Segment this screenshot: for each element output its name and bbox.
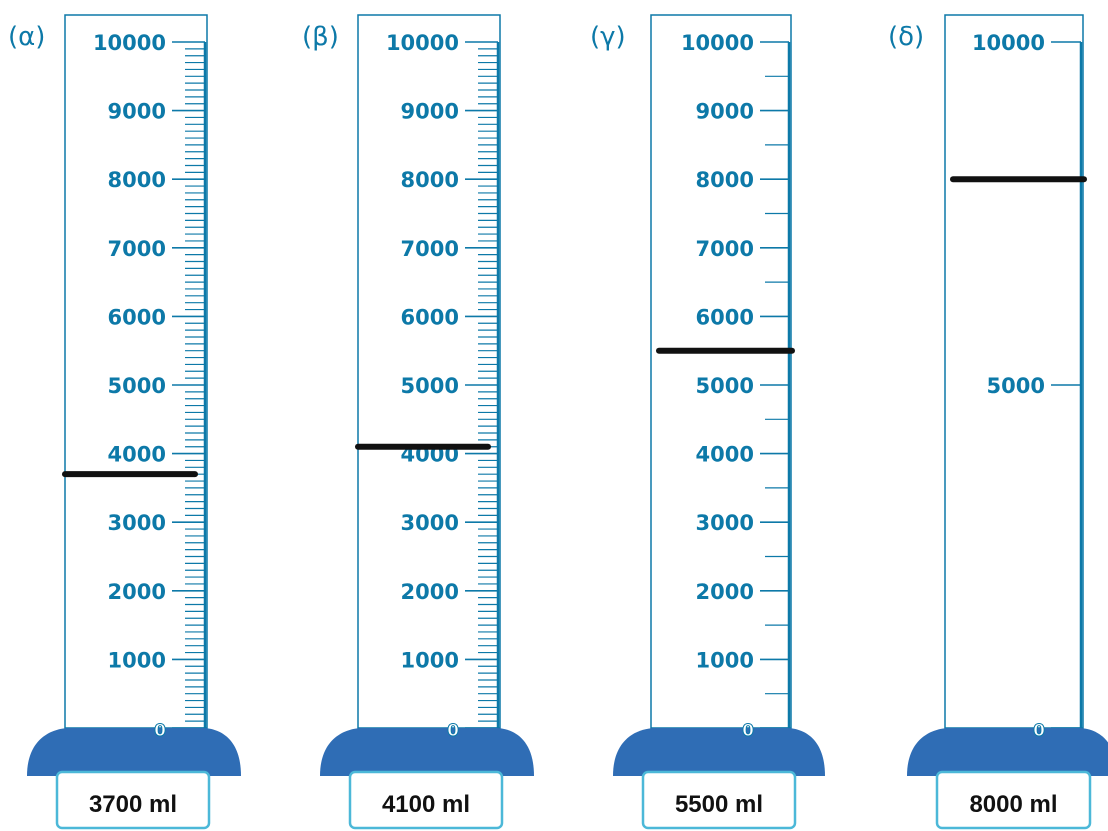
panel-label: (γ)	[590, 22, 626, 52]
tick-label: 5000	[108, 374, 166, 398]
cylinder-delta: (δ) 5000 10000 0 8000 ml	[888, 14, 1108, 830]
tick-label: 5000	[987, 374, 1045, 398]
panel-label: (β)	[302, 22, 339, 52]
cylinder-alpha: (α) 1000 2000 3000 4000 5000 6000 7000 8000 9000…	[8, 14, 241, 830]
scale-labels: 1000 2000 3000 4000 5000 6000 7000 8000 9000 1000…	[93, 31, 166, 672]
scale-ticks	[465, 41, 500, 729]
tick-label: 2000	[108, 580, 166, 604]
zero-label: 0	[154, 721, 166, 741]
cylinder-body	[944, 14, 1084, 729]
zero-label: 0	[1033, 721, 1045, 741]
panel-label: (δ)	[888, 22, 924, 52]
tick-label: 1000	[108, 648, 166, 672]
tick-label: 10000	[972, 31, 1045, 55]
answer-box	[55, 770, 211, 830]
tick-label: 10000	[386, 31, 459, 55]
tick-label: 8000	[401, 168, 459, 192]
tick-label: 7000	[108, 237, 166, 261]
cylinder-beta: (β) 100020003000400050006000700080009000…	[302, 14, 534, 830]
tick-label: 6000	[696, 305, 754, 329]
tick-label: 1000	[696, 648, 754, 672]
answer-box	[935, 770, 1092, 830]
tick-label: 3000	[108, 511, 166, 535]
tick-label: 2000	[401, 580, 459, 604]
tick-label: 7000	[401, 237, 459, 261]
tick-label: 7000	[696, 237, 754, 261]
scale-ticks	[172, 41, 207, 729]
tick-label: 10000	[93, 31, 166, 55]
cylinder-base	[320, 728, 534, 776]
scale-ticks	[760, 41, 791, 729]
cylinder-base	[27, 728, 241, 776]
panel-label: (α)	[8, 22, 45, 52]
tick-label: 5000	[696, 374, 754, 398]
tick-label: 9000	[696, 100, 754, 124]
zero-label: 0	[742, 721, 754, 741]
tick-label: 3000	[401, 511, 459, 535]
scale-labels: 1000 2000 3000 4000 5000 6000 7000 8000 9000 1000…	[681, 31, 754, 672]
scale-labels: 5000 10000	[972, 31, 1045, 398]
cylinder-gamma: (γ) 1000 2000 3000 4000 5000 6000 7000 8000 9000…	[590, 14, 825, 830]
answer-box	[641, 770, 797, 830]
answer-text: 4100 ml	[382, 791, 470, 818]
tick-label: 9000	[108, 100, 166, 124]
tick-label: 8000	[108, 168, 166, 192]
tick-label: 2000	[696, 580, 754, 604]
tick-label: 1000	[401, 648, 459, 672]
tick-label: 5000	[401, 374, 459, 398]
scale-ticks	[1051, 41, 1083, 729]
tick-label: 3000	[696, 511, 754, 535]
tick-label: 8000	[696, 168, 754, 192]
zero-label: 0	[447, 721, 459, 741]
answer-text: 8000 ml	[969, 791, 1057, 818]
tick-label: 9000	[401, 100, 459, 124]
tick-label: 10000	[681, 31, 754, 55]
scale-labels: 1000200030004000500060007000800090001000…	[386, 31, 459, 672]
tick-label: 6000	[401, 305, 459, 329]
tick-label: 4000	[696, 443, 754, 467]
cylinder-base	[613, 728, 825, 776]
tick-label: 6000	[108, 305, 166, 329]
tick-label: 4000	[108, 443, 166, 467]
cylinder-base	[907, 728, 1108, 776]
answer-text: 3700 ml	[89, 791, 177, 818]
answer-text: 5500 ml	[675, 791, 763, 818]
answer-box	[348, 770, 504, 830]
